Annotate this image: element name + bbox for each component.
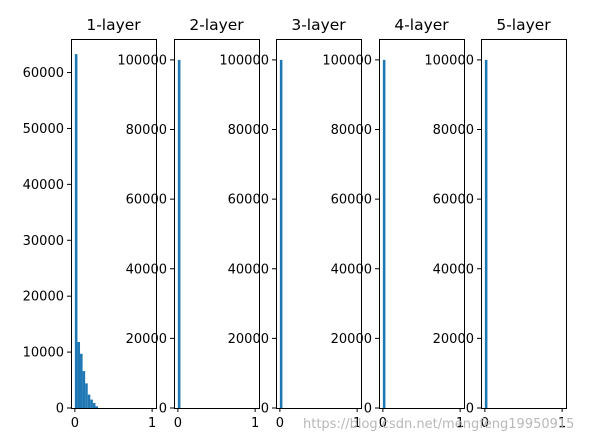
watermark-text: https://blog.csdn.net/mengfeng19950915 xyxy=(303,417,574,432)
y-tick-label: 40000 xyxy=(433,262,474,277)
y-tick-label: 0 xyxy=(364,402,372,417)
y-tick-label: 100000 xyxy=(117,53,167,68)
histogram-bar xyxy=(92,402,96,408)
y-tick-label: 60000 xyxy=(331,193,372,208)
panel-title: 1-layer xyxy=(86,16,141,34)
y-tick-label: 20000 xyxy=(331,332,372,347)
y-tick-label: 100000 xyxy=(424,53,474,68)
x-tick-label: 1 xyxy=(148,416,156,431)
x-tick-label: 0 xyxy=(276,416,284,431)
axes-frame xyxy=(71,39,157,409)
x-tick-label: 0 xyxy=(481,416,489,431)
axes-frame xyxy=(481,39,567,409)
y-tick-label: 20000 xyxy=(23,290,64,305)
panel-title: 2-layer xyxy=(189,16,244,34)
y-tick-label: 0 xyxy=(56,402,64,417)
x-tick-label: 0 xyxy=(379,416,387,431)
panel-title: 4-layer xyxy=(394,16,449,34)
y-tick-label: 40000 xyxy=(23,178,64,193)
y-tick-label: 80000 xyxy=(331,123,372,138)
y-tick-label: 80000 xyxy=(433,123,474,138)
x-tick-label: 0 xyxy=(71,416,79,431)
y-tick-label: 40000 xyxy=(228,262,269,277)
histogram-bar xyxy=(80,353,83,408)
x-tick-label: 1 xyxy=(456,416,464,431)
y-tick-label: 60000 xyxy=(228,193,269,208)
histogram-bar xyxy=(82,371,86,408)
histogram-bar xyxy=(74,54,78,408)
histogram-bar xyxy=(85,383,88,408)
histogram-bar xyxy=(95,406,99,408)
y-tick-label: 20000 xyxy=(433,332,474,347)
y-tick-label: 60000 xyxy=(23,66,64,81)
y-tick-label: 0 xyxy=(466,402,474,417)
panel-1: 0 10000 20000 30000 40000 50000 60000 0 1 1-layer xyxy=(23,16,157,431)
y-tick-label: 80000 xyxy=(228,123,269,138)
histogram-bar xyxy=(177,59,181,408)
y-tick-label: 60000 xyxy=(126,193,167,208)
axes-frame xyxy=(379,39,465,409)
y-tick-label: 0 xyxy=(159,402,167,417)
x-tick-label: 0 xyxy=(174,416,182,431)
axes-frame xyxy=(276,39,362,409)
y-tick-label: 20000 xyxy=(228,332,269,347)
y-tick-label: 40000 xyxy=(126,262,167,277)
x-tick-label: 1 xyxy=(251,416,259,431)
x-tick-label: 1 xyxy=(353,416,361,431)
y-tick-label: 100000 xyxy=(219,53,269,68)
y-tick-label: 60000 xyxy=(433,193,474,208)
y-tick-label: 80000 xyxy=(126,123,167,138)
y-tick-label: 40000 xyxy=(331,262,372,277)
histogram-bar xyxy=(87,394,91,408)
axes-frame xyxy=(174,39,260,409)
histogram-bar xyxy=(484,59,488,408)
panel-title: 5-layer xyxy=(496,16,551,34)
y-tick-label: 10000 xyxy=(23,346,64,361)
panel-title: 3-layer xyxy=(291,16,346,34)
x-tick-label: 1 xyxy=(558,416,566,431)
y-tick-label: 50000 xyxy=(23,122,64,137)
y-tick-label: 100000 xyxy=(322,53,372,68)
histogram-bar xyxy=(279,59,283,408)
y-tick-label: 0 xyxy=(261,402,269,417)
y-tick-label: 30000 xyxy=(23,234,64,249)
histogram-bar xyxy=(382,59,386,408)
histogram-bar xyxy=(77,342,81,408)
y-tick-label: 20000 xyxy=(126,332,167,347)
histogram-bar xyxy=(90,399,93,408)
